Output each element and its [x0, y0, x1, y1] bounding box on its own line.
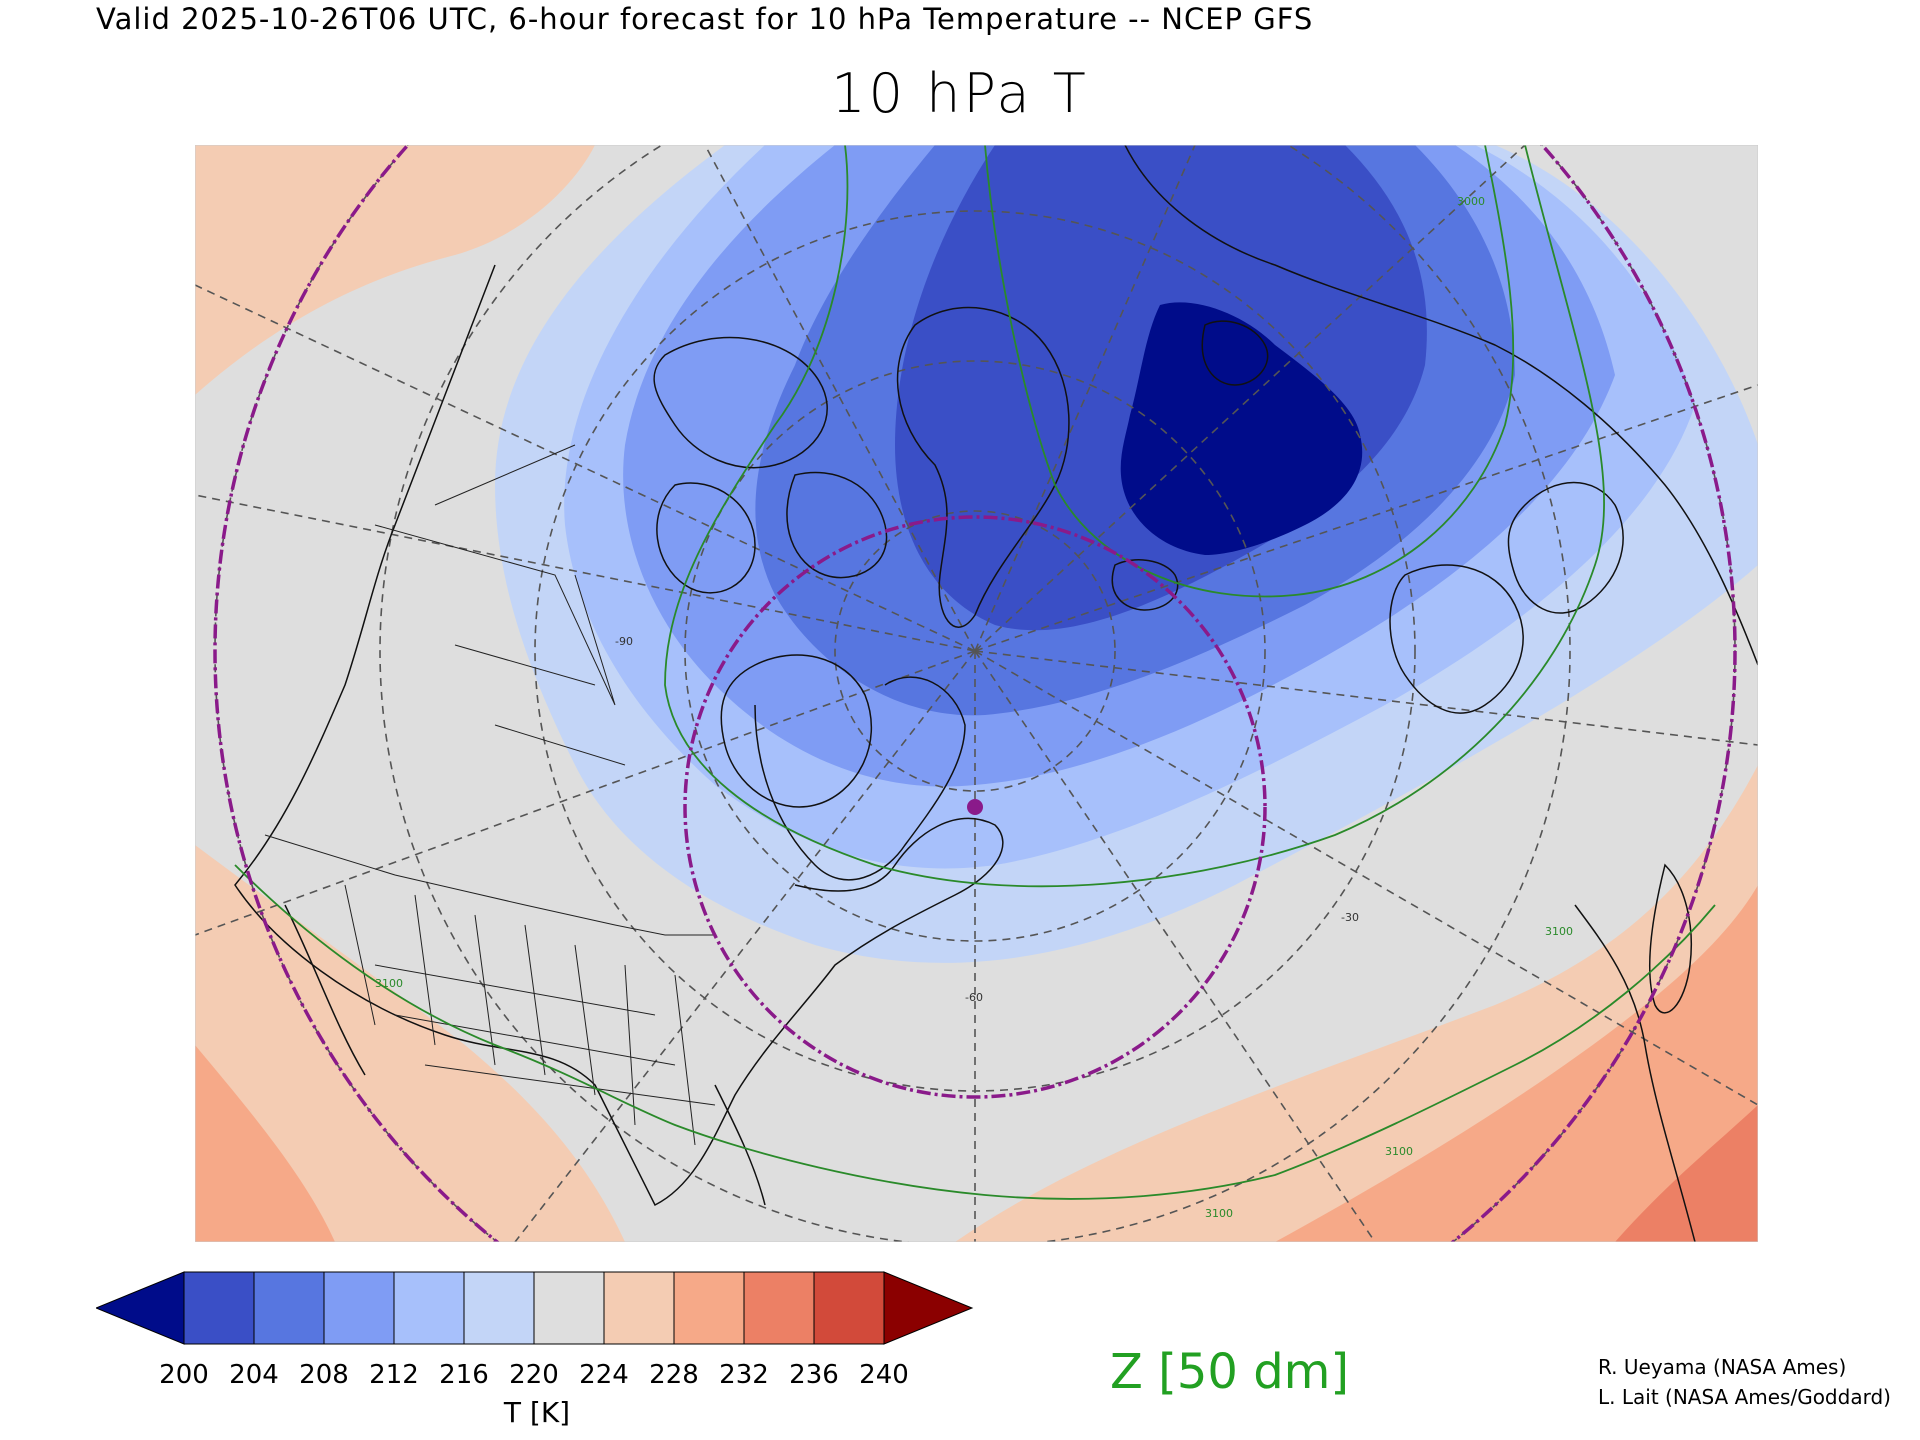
meridian-line	[974, 384, 1758, 652]
colorbar-swatch	[533, 1271, 605, 1345]
contour-label: 3100	[1385, 1145, 1413, 1158]
contour-3000	[984, 145, 1515, 598]
shade-below-200	[1120, 302, 1363, 555]
meridian-line	[974, 145, 1196, 652]
us-state-lines	[344, 884, 716, 1146]
contour-3100-south	[234, 864, 1716, 1200]
colorbar-tick-label: 208	[299, 1360, 349, 1390]
header-line: Valid 2025-10-26T06 UTC, 6-hour forecast…	[96, 2, 1314, 36]
meridian-line	[974, 650, 1376, 1242]
meridian-line	[195, 284, 976, 652]
pole-marker	[967, 799, 983, 815]
labrador-outline	[754, 676, 966, 881]
height-contours	[234, 145, 1716, 1200]
greenland-outline	[896, 306, 1070, 628]
colorbar-swatch	[393, 1271, 465, 1345]
meridian-label: -30	[1341, 911, 1359, 924]
colorbar-swatch	[603, 1271, 675, 1345]
colorbar-swatch	[183, 1271, 255, 1345]
colorbar-swatch	[463, 1271, 535, 1345]
credit-line: R. Ueyama (NASA Ames)	[1598, 1355, 1847, 1379]
meridians	[195, 145, 1758, 1242]
meridian-line	[195, 650, 976, 936]
meridian-line	[974, 145, 1526, 652]
canadian-arctic-islands	[653, 336, 888, 594]
colorbar	[96, 1271, 974, 1345]
coastlines	[234, 145, 1758, 1242]
warm-temperature-shading	[195, 145, 1758, 1242]
colorbar-tick-label: 216	[439, 1360, 489, 1390]
contour-label: 3100	[1545, 925, 1573, 938]
colorbar-tick-label: 224	[579, 1360, 629, 1390]
colorbar-tick-label: 220	[509, 1360, 559, 1390]
cold-temperature-shading	[495, 145, 1758, 963]
colorbar-swatch	[813, 1271, 885, 1345]
shade-228-southwest	[195, 845, 625, 1242]
colorbar-swatch	[673, 1271, 745, 1345]
colorbar-tick-label: 236	[789, 1360, 839, 1390]
temperature-map[interactable]: 3100 3100 3100 3100 3000 -30 -60 -90	[195, 145, 1758, 1242]
shade-228-northwest	[195, 145, 595, 395]
shade-232-southwest	[195, 1045, 335, 1242]
contour-legend: Z [50 dm]	[1110, 1344, 1350, 1400]
political-boundaries	[264, 444, 716, 1146]
colorbar-swatch	[743, 1271, 815, 1345]
contour-3100-north	[664, 145, 1605, 888]
us-canada-border	[264, 834, 715, 936]
meridian-labels: -30 -60 -90	[615, 635, 1359, 1004]
shade-232-southeast	[1275, 885, 1758, 1242]
colorbar-tick-label: 212	[369, 1360, 419, 1390]
colorbar-unit-label: T [K]	[503, 1396, 571, 1429]
north-america-outline	[234, 264, 1004, 1207]
contour-label: 3100	[375, 977, 403, 990]
colorbar-tick-label: 232	[719, 1360, 769, 1390]
colorbar-swatch	[253, 1271, 325, 1345]
iceland-outline	[1111, 559, 1179, 611]
meridian-line	[704, 145, 976, 652]
colorbar-tick-label: 200	[159, 1360, 209, 1390]
hudson-bay-outline	[720, 654, 873, 808]
colorbar-below-triangle	[96, 1271, 185, 1345]
china-coast	[1574, 904, 1696, 1242]
florida-outline	[714, 1084, 766, 1206]
meridian-line	[974, 650, 1758, 1106]
meridian-line	[195, 494, 976, 652]
colorbar-tick-label: 240	[859, 1360, 909, 1390]
latitude-circle-50	[379, 145, 1571, 1242]
meridian-line	[974, 650, 1758, 746]
meridian-label: -90	[615, 635, 633, 648]
canada-provinces	[374, 444, 626, 766]
colorbar-tick-label: 228	[649, 1360, 699, 1390]
svalbard-outline	[1201, 320, 1269, 386]
japan-outline	[1649, 863, 1693, 1014]
contour-label: 3100	[1205, 1207, 1233, 1220]
vortex-outer-circle	[213, 145, 1737, 1242]
scandinavia-outline	[1507, 481, 1624, 614]
map-title: 10 hPa T	[831, 62, 1089, 125]
latitude-circle-70	[684, 360, 1266, 942]
europe-outline	[1389, 564, 1524, 714]
contour-label: 3000	[1457, 195, 1485, 208]
colorbar-tick-label: 204	[229, 1360, 279, 1390]
shade-236-southeast	[1615, 1105, 1758, 1242]
contour-labels: 3100 3100 3100 3100 3000	[375, 195, 1573, 1220]
colorbar-above-triangle	[883, 1271, 974, 1345]
credit-line: L. Lait (NASA Ames/Goddard)	[1598, 1385, 1891, 1409]
vortex-inner-circle	[683, 515, 1267, 1099]
eurasia-outline	[1124, 145, 1758, 666]
meridian-label: -60	[965, 991, 983, 1004]
latitude-circle-80	[834, 510, 1116, 792]
baja-outline	[284, 904, 366, 1076]
colorbar-swatch	[323, 1271, 395, 1345]
vortex-edge-circles	[213, 145, 1737, 1242]
